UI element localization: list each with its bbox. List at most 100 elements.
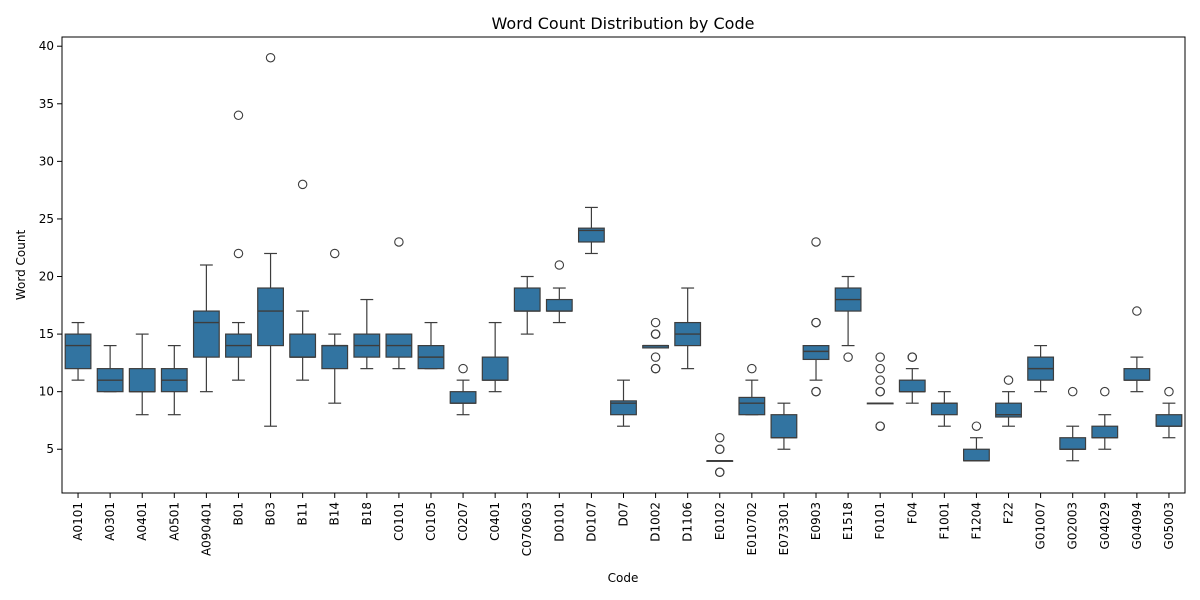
box-G05003 [1155,386,1183,439]
y-tick-label: 5 [46,442,54,456]
box-C0101 [385,237,413,370]
box-E1518 [834,275,862,362]
x-tick-label: G02003 [1066,502,1080,549]
outlier-point [329,248,340,259]
outlier-point [650,352,661,362]
x-tick-label: B11 [296,502,310,526]
outlier-point [297,179,308,190]
iqr-box [257,287,284,347]
outlier-point [1132,306,1142,316]
iqr-box [545,298,573,312]
box-F22 [995,375,1022,427]
x-tick-label: B18 [360,502,374,526]
x-tick-label: G04029 [1098,502,1112,549]
outlier-point [715,432,725,443]
outlier-point [233,248,244,259]
x-tick-label: E1518 [841,502,855,540]
box-B01 [225,110,252,381]
x-tick-label: G04094 [1130,502,1144,549]
outlier-point [811,386,821,397]
box-D1002 [642,317,670,374]
box-F1001 [930,391,958,427]
x-tick-label: D0101 [552,502,566,542]
iqr-box [995,402,1022,418]
box-B03 [257,52,284,427]
x-tick-label: C0101 [392,502,406,541]
outlier-point [875,363,885,374]
x-tick-label: A0501 [167,502,181,541]
iqr-box [802,345,830,361]
box-C0401 [481,321,509,393]
outlier-point [811,237,821,247]
outlier-point [233,110,244,121]
iqr-box [513,287,541,312]
box-E073301 [770,402,798,450]
iqr-box [321,345,349,370]
x-tick-label: E073301 [777,502,791,555]
box-A090401 [192,264,220,393]
iqr-box [930,402,958,416]
x-tick-label: D0107 [584,502,598,542]
box-G04029 [1091,386,1119,450]
x-tick-label: G01007 [1034,502,1048,549]
outlier-point [1100,386,1110,397]
box-E010702 [738,363,766,416]
x-tick-label: E0903 [809,502,823,540]
iqr-box [1155,414,1183,427]
box-G04094 [1123,306,1151,393]
box-A0301 [96,345,124,393]
outlier-point [875,421,885,431]
box-A0501 [160,345,188,416]
box-C0105 [417,321,445,370]
outlier-point [1067,386,1078,397]
x-tick-label: A0101 [71,502,85,541]
x-tick-label: D07 [617,502,631,527]
outlier-point [875,375,885,385]
box-G02003 [1059,386,1087,462]
box-A0401 [128,333,156,416]
iqr-box [128,368,156,393]
outlier-point [650,329,661,339]
box-F0101 [866,352,894,431]
x-tick-label: A0401 [135,502,149,541]
box-C070603 [513,275,541,335]
iqr-box [481,356,509,381]
x-tick-label: B01 [231,502,245,526]
box-A0101 [64,321,92,381]
box-B14 [321,248,349,404]
x-tick-label: G05003 [1162,502,1176,549]
iqr-box [577,227,605,243]
iqr-box [898,379,926,393]
outlier-point [650,317,661,328]
x-tick-label: F22 [1002,502,1016,524]
outlier-point [650,363,661,374]
x-tick-label: A090401 [199,502,213,556]
outlier-point [715,467,725,478]
box-G01007 [1027,345,1055,393]
x-axis-title: Code [608,571,639,585]
x-tick-label: A0301 [103,502,117,541]
iqr-box [738,396,766,416]
plot-area [61,36,1186,494]
box-F04 [898,352,926,404]
x-tick-label: F0101 [873,502,887,539]
outlier-point [715,444,725,454]
box-E0102 [706,432,734,478]
outlier-point [1003,375,1014,385]
x-tick-label: E0102 [713,502,727,540]
box-D1106 [674,287,702,370]
outlier-point [554,260,565,270]
x-axis: A0101 A0301 A0401 A0501 A090401 B01 B03 B11 B14 B… [71,493,1176,556]
y-tick-label: 15 [39,327,54,341]
x-tick-label: C0207 [456,502,470,541]
box-D0107 [577,206,605,255]
outlier-point [458,363,468,374]
box-B11 [289,179,317,381]
x-tick-label: C070603 [520,502,534,556]
box-D07 [610,379,637,427]
iqr-box [1059,437,1087,450]
outlier-point [811,317,821,328]
x-tick-label: D1002 [649,502,663,542]
iqr-box [610,400,637,416]
outlier-point [907,352,918,362]
